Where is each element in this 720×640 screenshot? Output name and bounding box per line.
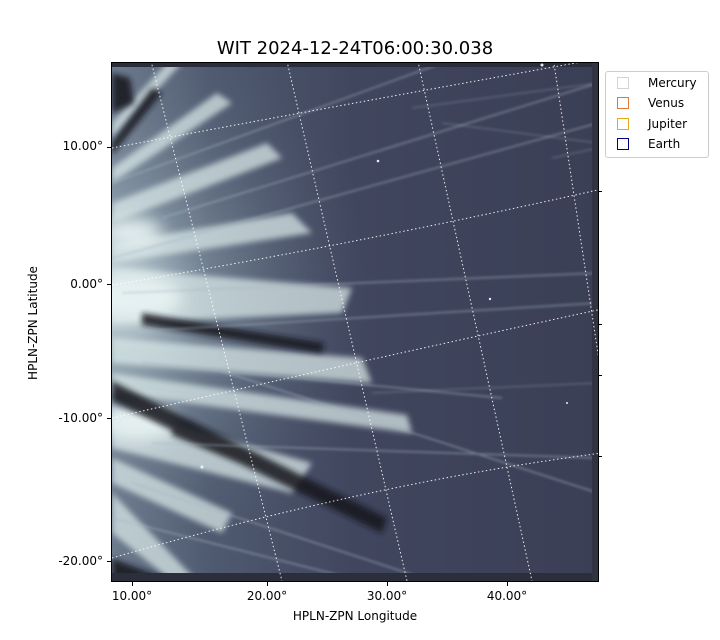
- legend-swatch-mercury: [617, 77, 629, 89]
- legend: Mercury Venus Jupiter Earth: [605, 71, 709, 158]
- y-tick-label: 10.00°: [62, 139, 103, 153]
- coronagraph-image: [112, 63, 598, 581]
- legend-item-mercury: Mercury: [617, 76, 707, 92]
- chart-title: WIT 2024-12-24T06:00:30.038: [216, 38, 494, 59]
- legend-label: Jupiter: [648, 117, 688, 131]
- legend-swatch-jupiter: [617, 118, 629, 130]
- y-tick-mark: [107, 284, 112, 285]
- x-tick-mark: [507, 581, 508, 586]
- legend-swatch-venus: [617, 97, 629, 109]
- image-plot-area[interactable]: [112, 63, 598, 581]
- y-axis-label: HPLN-ZPN Latitude: [26, 266, 40, 380]
- x-tick-mark: [387, 581, 388, 586]
- legend-item-venus: Venus: [617, 96, 707, 112]
- y-tick-mark: [107, 561, 112, 562]
- right-tick-mark: [598, 191, 602, 192]
- right-tick-mark: [598, 456, 602, 457]
- legend-swatch-earth: [617, 138, 629, 150]
- legend-label: Mercury: [648, 76, 697, 90]
- right-tick-mark: [598, 324, 602, 325]
- x-tick-label: 20.00°: [246, 589, 288, 603]
- x-axis-label: HPLN-ZPN Longitude: [292, 609, 418, 623]
- y-tick-label: -20.00°: [58, 554, 103, 568]
- y-tick-label: -10.00°: [58, 411, 103, 425]
- x-tick-label: 30.00°: [366, 589, 408, 603]
- right-tick-mark: [598, 375, 602, 376]
- legend-item-earth: Earth: [617, 137, 707, 153]
- y-tick-label: 0.00°: [70, 277, 103, 291]
- y-tick-mark: [107, 147, 112, 148]
- x-tick-mark: [267, 581, 268, 586]
- y-tick-mark: [107, 418, 112, 419]
- x-tick-label: 10.00°: [111, 589, 153, 603]
- x-tick-label: 40.00°: [486, 589, 528, 603]
- legend-label: Earth: [648, 137, 681, 151]
- legend-label: Venus: [648, 96, 685, 110]
- x-tick-mark: [132, 581, 133, 586]
- legend-item-jupiter: Jupiter: [617, 117, 707, 133]
